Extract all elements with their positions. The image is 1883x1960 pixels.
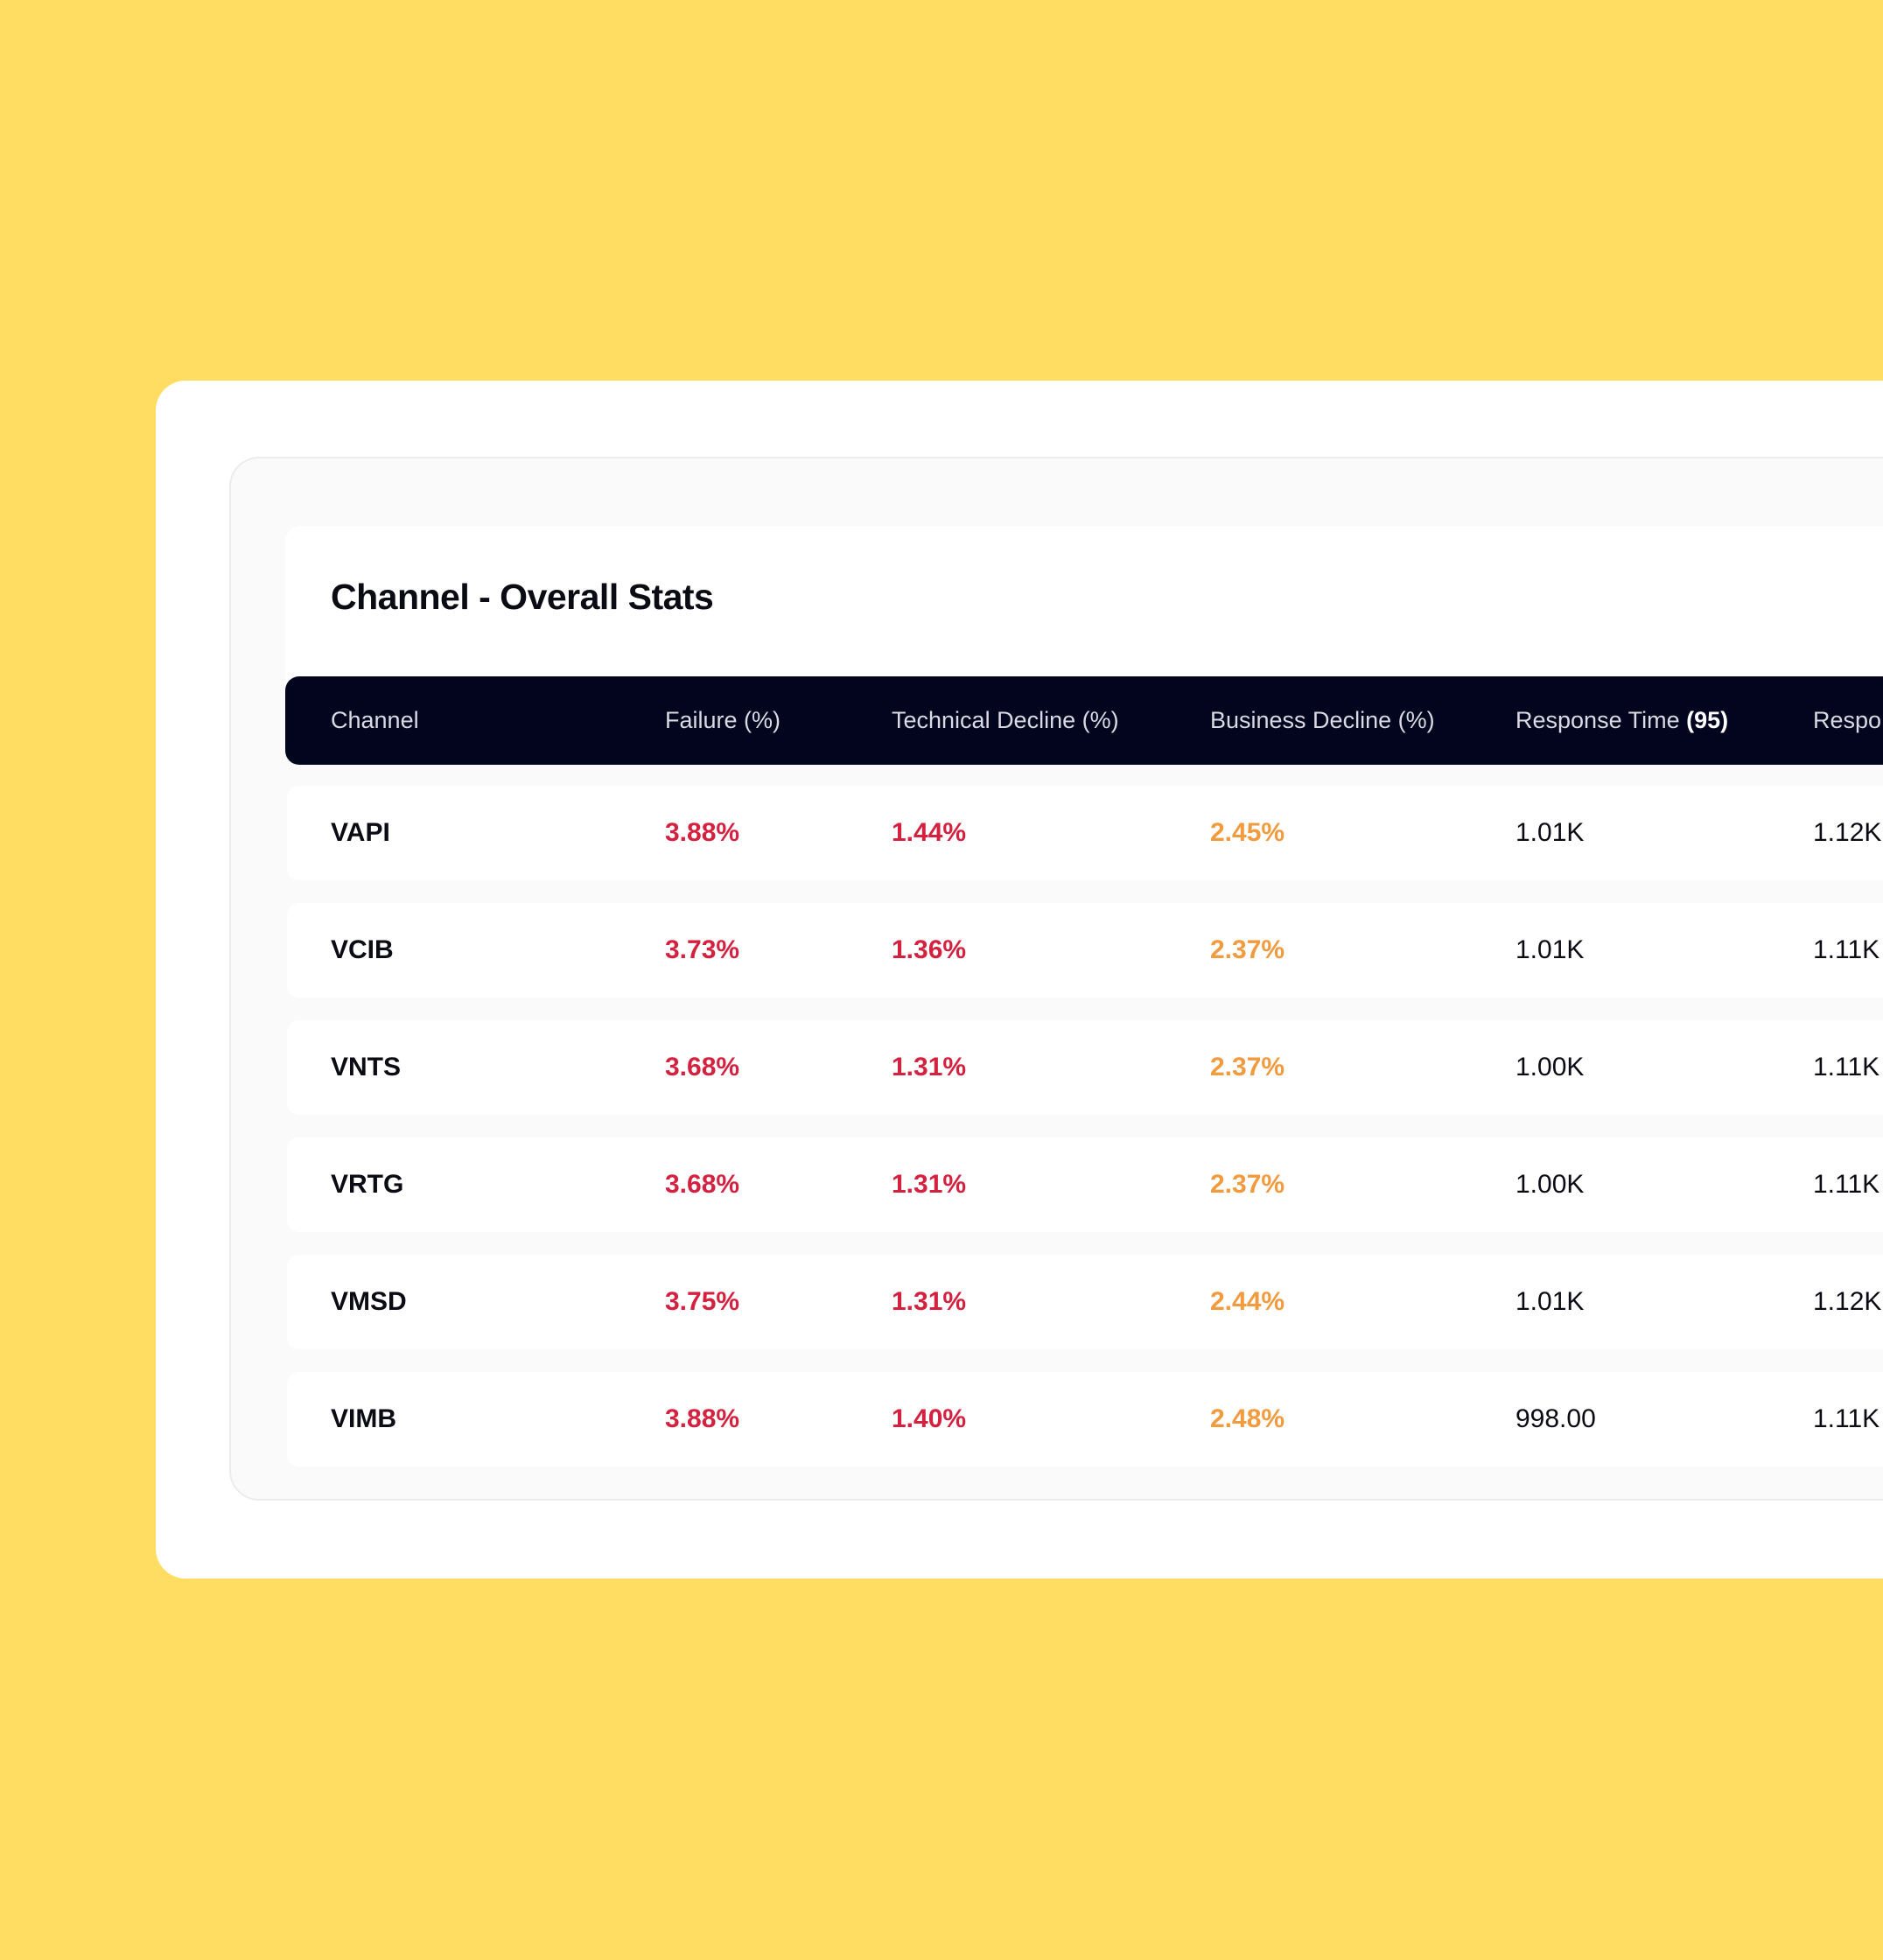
- cell-technical-decline: 1.31%: [892, 1053, 967, 1082]
- cell-business-decline: 2.48%: [1210, 1404, 1285, 1433]
- column-header-technical-decline[interactable]: Technical Decline (%): [892, 707, 1119, 733]
- cell-response-truncated: 1.12K: [1813, 1287, 1882, 1316]
- panel-title: Channel - Overall Stats: [331, 577, 714, 617]
- cell-channel: VCIB: [331, 935, 394, 964]
- cell-technical-decline: 1.31%: [892, 1287, 967, 1316]
- cell-channel: VRTG: [331, 1170, 404, 1199]
- cell-response-time-95: 1.01K: [1516, 818, 1585, 847]
- cell-technical-decline: 1.36%: [892, 935, 967, 964]
- cell-failure: 3.75%: [665, 1287, 740, 1316]
- column-header-response-time-percentile: (95): [1686, 707, 1729, 733]
- channel-stats-panel: Channel - Overall Stats Channel Failure …: [285, 526, 1883, 1466]
- cell-business-decline: 2.44%: [1210, 1287, 1285, 1316]
- cell-response-truncated: 1.11K: [1813, 1404, 1880, 1433]
- table-row[interactable]: VCIB 3.73% 1.36% 2.37% 1.01K 1.11K: [287, 903, 1883, 998]
- table-row[interactable]: VAPI 3.88% 1.44% 2.45% 1.01K 1.12K: [287, 786, 1883, 880]
- cell-response-truncated: 1.11K: [1813, 935, 1880, 964]
- dashboard-card: Channel - Overall Stats Channel Failure …: [156, 381, 1883, 1578]
- cell-channel: VAPI: [331, 818, 390, 847]
- cell-failure: 3.68%: [665, 1170, 740, 1199]
- cell-response-truncated: 1.11K: [1813, 1170, 1880, 1199]
- cell-business-decline: 2.37%: [1210, 1170, 1285, 1199]
- cell-response-time-95: 1.00K: [1516, 1170, 1585, 1199]
- column-header-failure[interactable]: Failure (%): [665, 707, 781, 733]
- cell-failure: 3.73%: [665, 935, 740, 964]
- cell-failure: 3.68%: [665, 1053, 740, 1082]
- column-header-channel[interactable]: Channel: [331, 707, 419, 733]
- cell-channel: VIMB: [331, 1404, 396, 1433]
- column-header-response-truncated[interactable]: Respo: [1813, 707, 1882, 733]
- cell-technical-decline: 1.40%: [892, 1404, 967, 1433]
- cell-technical-decline: 1.44%: [892, 818, 967, 847]
- table-header: Channel Failure (%) Technical Decline (%…: [285, 676, 1883, 765]
- cell-failure: 3.88%: [665, 1404, 740, 1433]
- cell-response-truncated: 1.12K: [1813, 818, 1882, 847]
- cell-channel: VMSD: [331, 1287, 407, 1316]
- cell-business-decline: 2.37%: [1210, 935, 1285, 964]
- column-header-response-time-95[interactable]: Response Time (95): [1516, 676, 1728, 765]
- cell-response-truncated: 1.11K: [1813, 1053, 1880, 1082]
- stats-container: Channel - Overall Stats Channel Failure …: [229, 457, 1883, 1501]
- cell-response-time-95: 1.01K: [1516, 1287, 1585, 1316]
- cell-technical-decline: 1.31%: [892, 1170, 967, 1199]
- table-row[interactable]: VIMB 3.88% 1.40% 2.48% 998.00 1.11K: [287, 1372, 1883, 1466]
- cell-failure: 3.88%: [665, 818, 740, 847]
- cell-response-time-95: 1.01K: [1516, 935, 1585, 964]
- column-header-response-time-label: Response Time: [1516, 707, 1680, 733]
- cell-response-time-95: 1.00K: [1516, 1053, 1585, 1082]
- panel-header: Channel - Overall Stats: [285, 526, 1883, 692]
- cell-business-decline: 2.37%: [1210, 1053, 1285, 1082]
- table-row[interactable]: VRTG 3.68% 1.31% 2.37% 1.00K 1.11K: [287, 1138, 1883, 1232]
- cell-business-decline: 2.45%: [1210, 818, 1285, 847]
- table-row[interactable]: VNTS 3.68% 1.31% 2.37% 1.00K 1.11K: [287, 1020, 1883, 1115]
- table-row[interactable]: VMSD 3.75% 1.31% 2.44% 1.01K 1.12K: [287, 1255, 1883, 1349]
- column-header-business-decline[interactable]: Business Decline (%): [1210, 707, 1435, 733]
- cell-response-time-95: 998.00: [1516, 1404, 1596, 1433]
- cell-channel: VNTS: [331, 1053, 402, 1082]
